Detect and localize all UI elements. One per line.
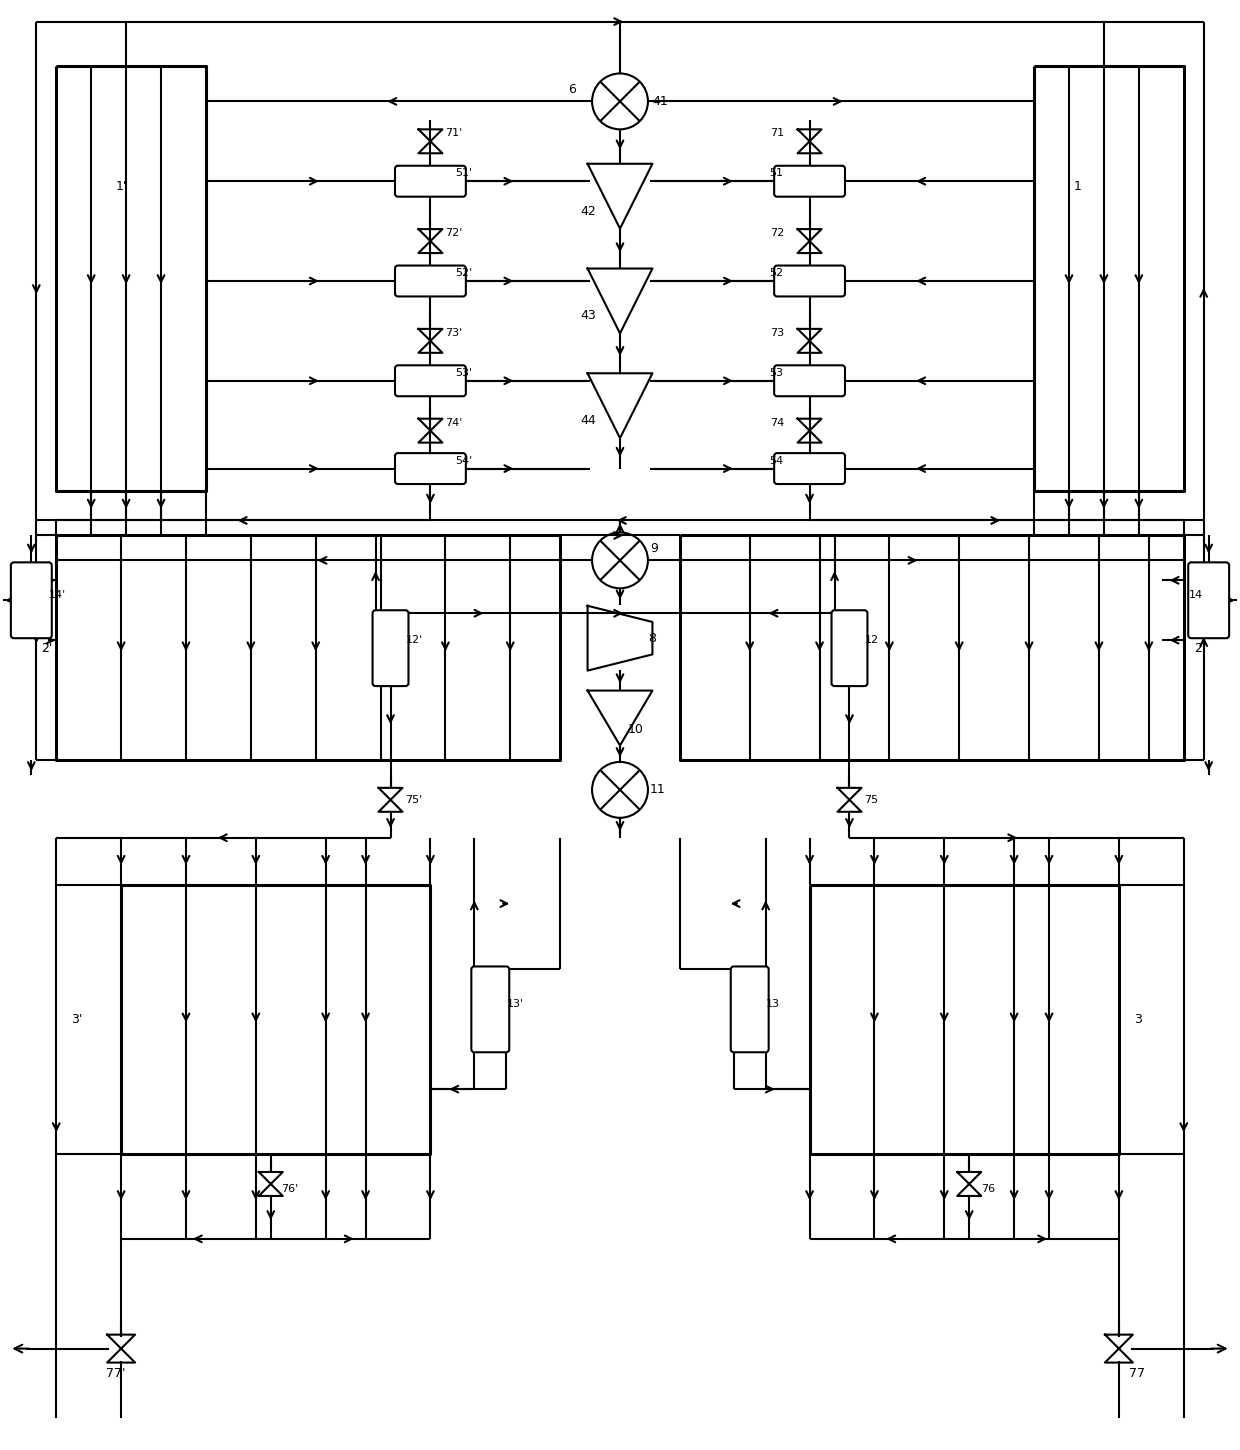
Text: 74': 74' — [445, 418, 463, 428]
Text: 53': 53' — [455, 368, 472, 378]
FancyBboxPatch shape — [396, 452, 466, 484]
Text: 12: 12 — [864, 635, 879, 645]
Text: 51': 51' — [455, 168, 472, 178]
FancyBboxPatch shape — [774, 365, 844, 396]
FancyBboxPatch shape — [774, 452, 844, 484]
Text: 11: 11 — [650, 783, 666, 796]
Polygon shape — [588, 268, 652, 334]
Text: 13': 13' — [507, 999, 525, 1009]
FancyBboxPatch shape — [396, 265, 466, 296]
FancyBboxPatch shape — [372, 610, 408, 686]
Text: 54: 54 — [770, 455, 784, 465]
Text: 77': 77' — [107, 1367, 125, 1380]
Text: 3': 3' — [71, 1014, 83, 1025]
Text: 42: 42 — [580, 204, 596, 218]
Text: 77: 77 — [1128, 1367, 1145, 1380]
FancyBboxPatch shape — [11, 563, 52, 638]
Text: 14': 14' — [50, 590, 67, 600]
Text: 72': 72' — [445, 228, 463, 238]
Text: 8: 8 — [649, 632, 656, 645]
Text: 73: 73 — [770, 328, 784, 338]
Text: 73': 73' — [445, 328, 463, 338]
Text: 41: 41 — [652, 94, 667, 107]
Text: 10: 10 — [627, 724, 644, 737]
Text: 2': 2' — [41, 642, 52, 654]
Text: 53: 53 — [770, 368, 784, 378]
Text: 12': 12' — [405, 635, 423, 645]
Text: 74: 74 — [770, 418, 784, 428]
Text: 9: 9 — [650, 542, 657, 555]
Text: 3: 3 — [1133, 1014, 1142, 1025]
FancyBboxPatch shape — [774, 165, 844, 197]
Polygon shape — [588, 690, 652, 745]
FancyBboxPatch shape — [774, 265, 844, 296]
FancyBboxPatch shape — [730, 967, 769, 1053]
Text: 14: 14 — [1189, 590, 1203, 600]
Text: 75': 75' — [405, 795, 423, 805]
Text: 1': 1' — [117, 180, 128, 193]
Text: 51: 51 — [770, 168, 784, 178]
Text: 44: 44 — [580, 415, 596, 428]
Text: 13: 13 — [765, 999, 780, 1009]
Text: 76': 76' — [280, 1185, 298, 1193]
Text: 76: 76 — [981, 1185, 996, 1193]
Text: 75: 75 — [864, 795, 879, 805]
FancyBboxPatch shape — [1188, 563, 1229, 638]
Text: 52': 52' — [455, 268, 472, 278]
FancyBboxPatch shape — [832, 610, 868, 686]
FancyBboxPatch shape — [396, 365, 466, 396]
Text: 6: 6 — [568, 83, 577, 96]
Text: 2: 2 — [1194, 642, 1202, 654]
Text: 71: 71 — [770, 129, 784, 138]
Text: 71': 71' — [445, 129, 463, 138]
Text: 72: 72 — [770, 228, 784, 238]
Polygon shape — [588, 164, 652, 229]
Text: 1: 1 — [1074, 180, 1081, 193]
FancyBboxPatch shape — [396, 165, 466, 197]
Text: 52: 52 — [770, 268, 784, 278]
Text: 43: 43 — [580, 309, 596, 322]
FancyBboxPatch shape — [471, 967, 510, 1053]
Text: 54': 54' — [455, 455, 472, 465]
Polygon shape — [588, 373, 652, 438]
